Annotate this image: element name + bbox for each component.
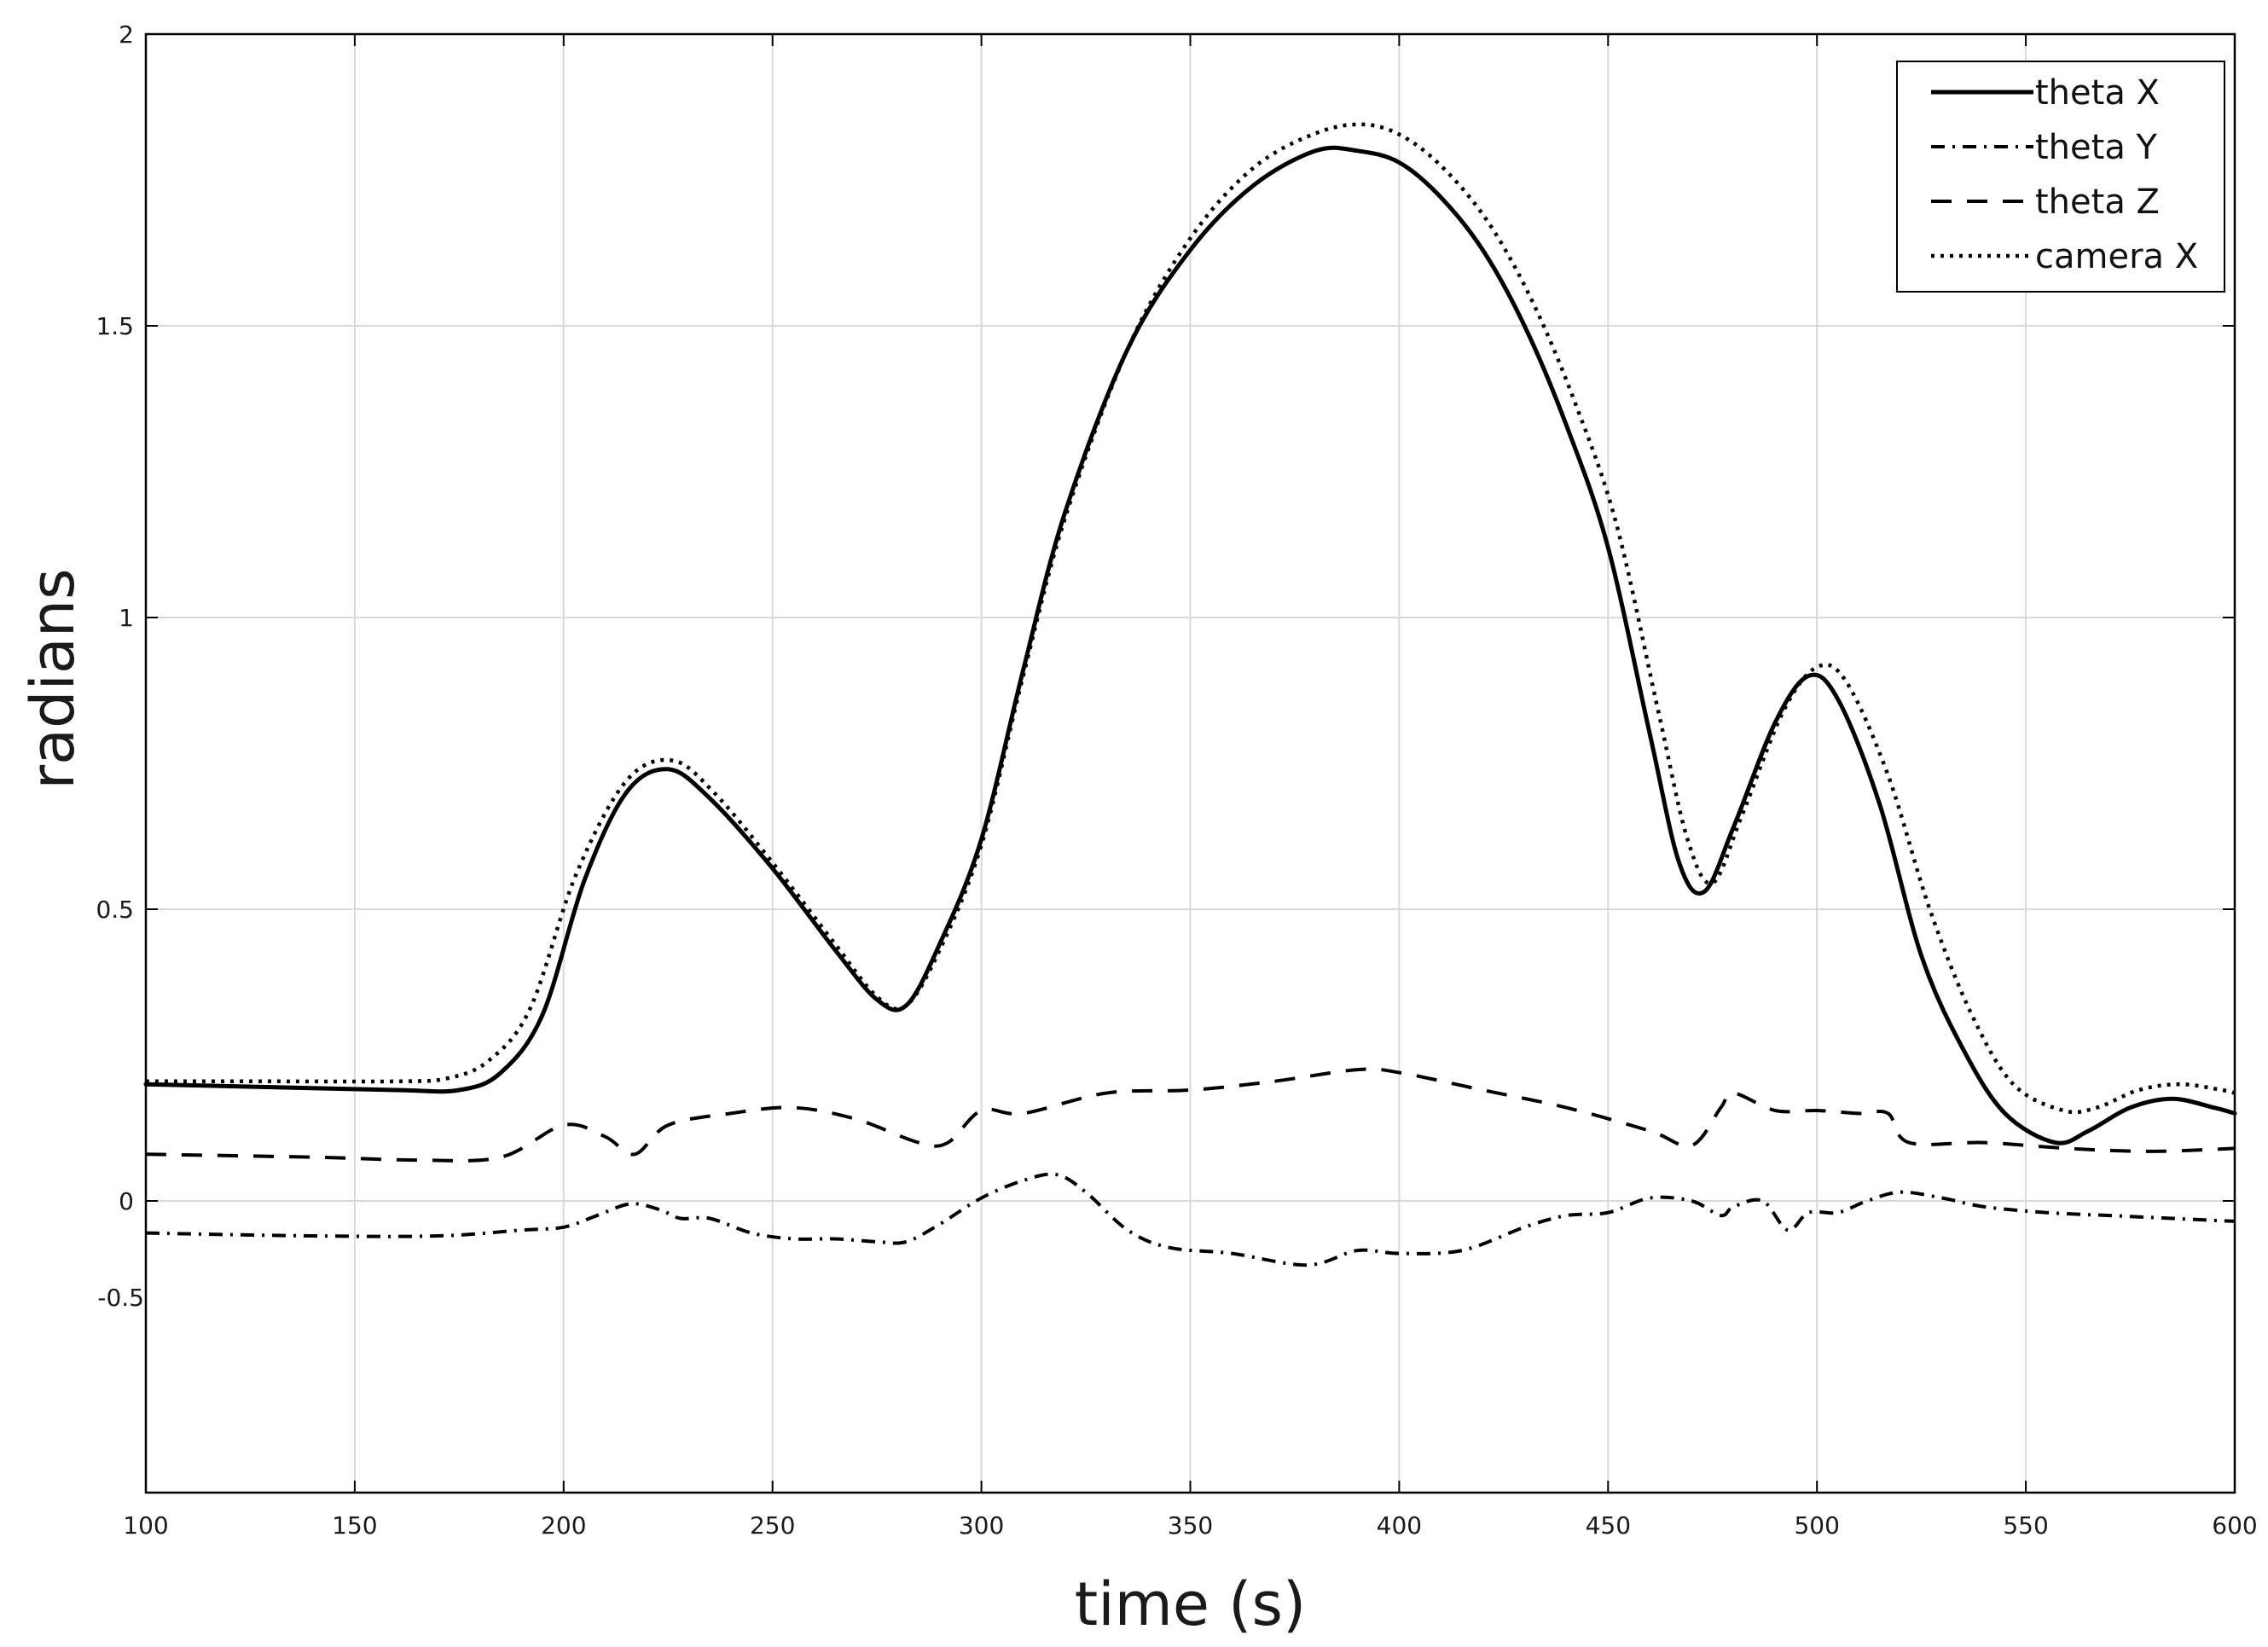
legend-label: camera X xyxy=(2035,237,2198,276)
series-line-theta-y xyxy=(145,1172,2236,1267)
legend-item: theta Y xyxy=(1931,128,2158,167)
x-tick-label: 200 xyxy=(541,1511,586,1540)
y-tick-label: 2 xyxy=(119,20,134,49)
legend-label: theta Y xyxy=(2035,128,2158,167)
y-tick-label: 0.5 xyxy=(96,896,134,924)
x-tick-label: 400 xyxy=(1377,1511,1422,1540)
x-tick-label: 600 xyxy=(2212,1511,2257,1540)
series-line-theta-x xyxy=(143,145,2237,1145)
x-tick-label: 150 xyxy=(332,1511,377,1540)
y-tick-label: 0 xyxy=(119,1187,134,1215)
y-axis-title: radians xyxy=(18,568,88,789)
legend: theta X theta Y theta Z camera X xyxy=(1896,61,2225,293)
legend-label: theta Z xyxy=(2035,183,2160,222)
legend-item: camera X xyxy=(1931,237,2198,276)
legend-box xyxy=(1896,61,2225,293)
tick-marks xyxy=(145,33,2236,1493)
x-tick-label: 250 xyxy=(750,1511,795,1540)
x-tick-label: 450 xyxy=(1586,1511,1631,1540)
y-tick-label: 1 xyxy=(119,604,134,632)
legend-item: theta X xyxy=(1931,73,2160,113)
x-tick-label: 350 xyxy=(1168,1511,1213,1540)
x-tick-label: 100 xyxy=(123,1511,168,1540)
legend-items: theta X theta Y theta Z camera X xyxy=(1931,73,2198,276)
legend-label: theta X xyxy=(2035,73,2160,113)
x-tick-label: 500 xyxy=(1794,1511,1839,1540)
x-axis-title: time (s) xyxy=(1075,1569,1307,1639)
series-lines xyxy=(143,122,2237,1267)
x-tick-label: 300 xyxy=(959,1511,1004,1540)
x-tick-label: 550 xyxy=(2003,1511,2048,1540)
x-tick-labels: 100 150 200 250 300 350 400 450 500 550 600 xyxy=(123,1511,2257,1540)
y-tick-label: 1.5 xyxy=(96,312,134,340)
y-extra-label: -0.5 xyxy=(97,1284,144,1312)
series-line-theta-z xyxy=(145,1067,2236,1163)
y-tick-labels: 0 0.5 1 1.5 2 xyxy=(96,20,134,1215)
legend-item: theta Z xyxy=(1931,183,2160,222)
